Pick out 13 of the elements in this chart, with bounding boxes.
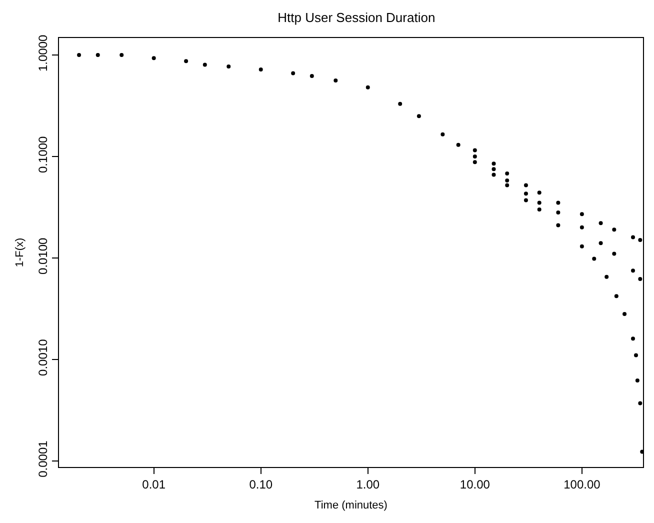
y-axis-title: 1-F(x): [14, 238, 26, 268]
x-axis-title: Time (minutes): [314, 500, 388, 512]
x-tick-label: 0.10: [249, 477, 273, 492]
y-tick-label: 0.0010: [36, 338, 50, 376]
x-tick-label: 10.00: [460, 477, 490, 492]
y-tick-label: 1.0000: [36, 34, 50, 72]
x-tick-label: 100.00: [564, 477, 601, 492]
y-tick-label: 0.0100: [36, 237, 50, 274]
x-tick-label: 1.00: [356, 477, 380, 492]
y-tick-label: 0.1000: [36, 136, 50, 173]
chart-title: Http User Session Duration: [278, 10, 436, 26]
y-tick-label: 0.0001: [36, 440, 50, 478]
x-tick-label: 0.01: [142, 477, 166, 492]
